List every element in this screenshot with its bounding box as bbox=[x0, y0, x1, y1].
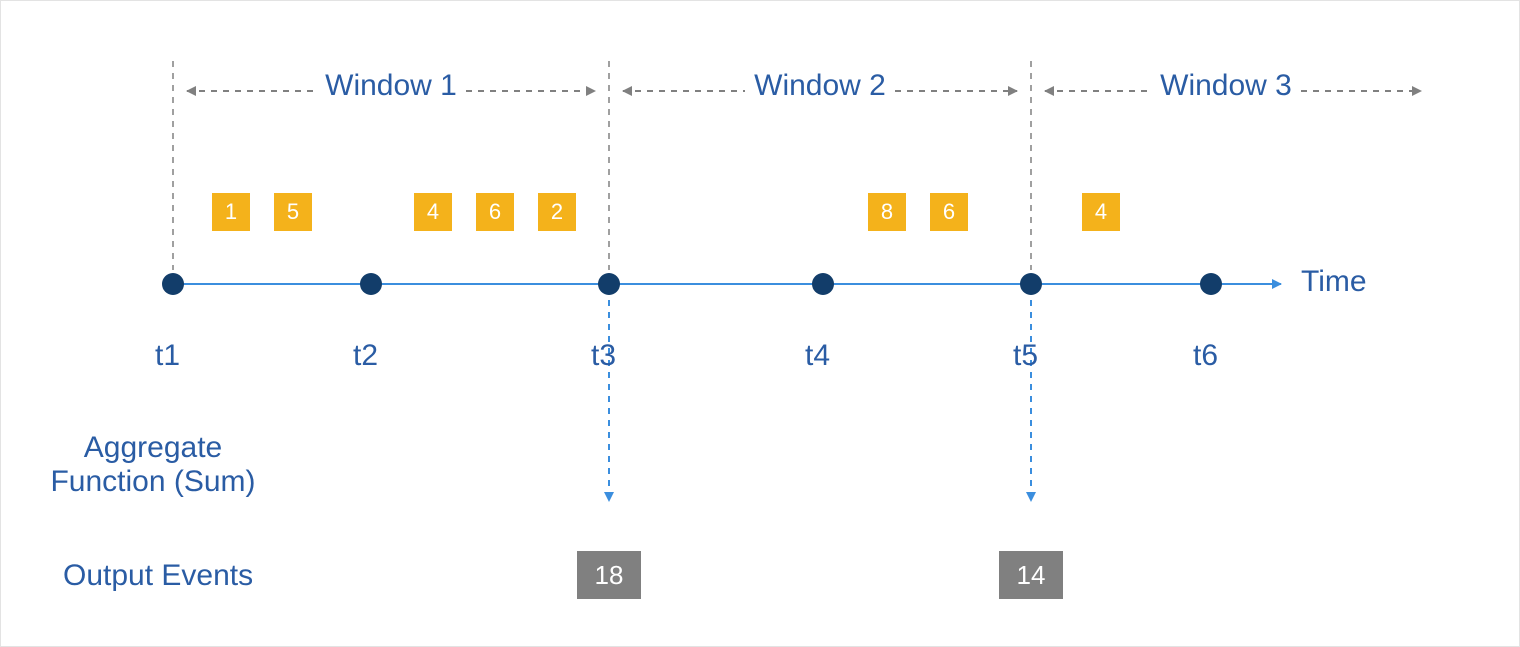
timeline-dot bbox=[598, 273, 620, 295]
event-box: 5 bbox=[274, 193, 312, 231]
aggregate-function-label: Aggregate Function (Sum) bbox=[43, 431, 263, 499]
timeline-dot bbox=[1200, 273, 1222, 295]
event-box: 2 bbox=[538, 193, 576, 231]
timeline-dot bbox=[162, 273, 184, 295]
event-box: 6 bbox=[930, 193, 968, 231]
event-box: 6 bbox=[476, 193, 514, 231]
tick-label: t2 bbox=[353, 339, 378, 373]
tick-label: t3 bbox=[591, 339, 616, 373]
axis-label-time: Time bbox=[1301, 265, 1367, 299]
tick-label: t6 bbox=[1193, 339, 1218, 373]
output-events-label: Output Events bbox=[63, 559, 253, 593]
window-label: Window 1 bbox=[311, 69, 471, 103]
output-box: 18 bbox=[577, 551, 641, 599]
event-box: 1 bbox=[212, 193, 250, 231]
output-box: 14 bbox=[999, 551, 1063, 599]
event-box: 8 bbox=[868, 193, 906, 231]
window-label: Window 3 bbox=[1146, 69, 1306, 103]
timeline-dot bbox=[360, 273, 382, 295]
tick-label: t5 bbox=[1013, 339, 1038, 373]
timeline-dot bbox=[1020, 273, 1042, 295]
event-box: 4 bbox=[1082, 193, 1120, 231]
tick-label: t4 bbox=[805, 339, 830, 373]
tick-label: t1 bbox=[155, 339, 180, 373]
timeline-dot bbox=[812, 273, 834, 295]
window-label: Window 2 bbox=[740, 69, 900, 103]
event-box: 4 bbox=[414, 193, 452, 231]
